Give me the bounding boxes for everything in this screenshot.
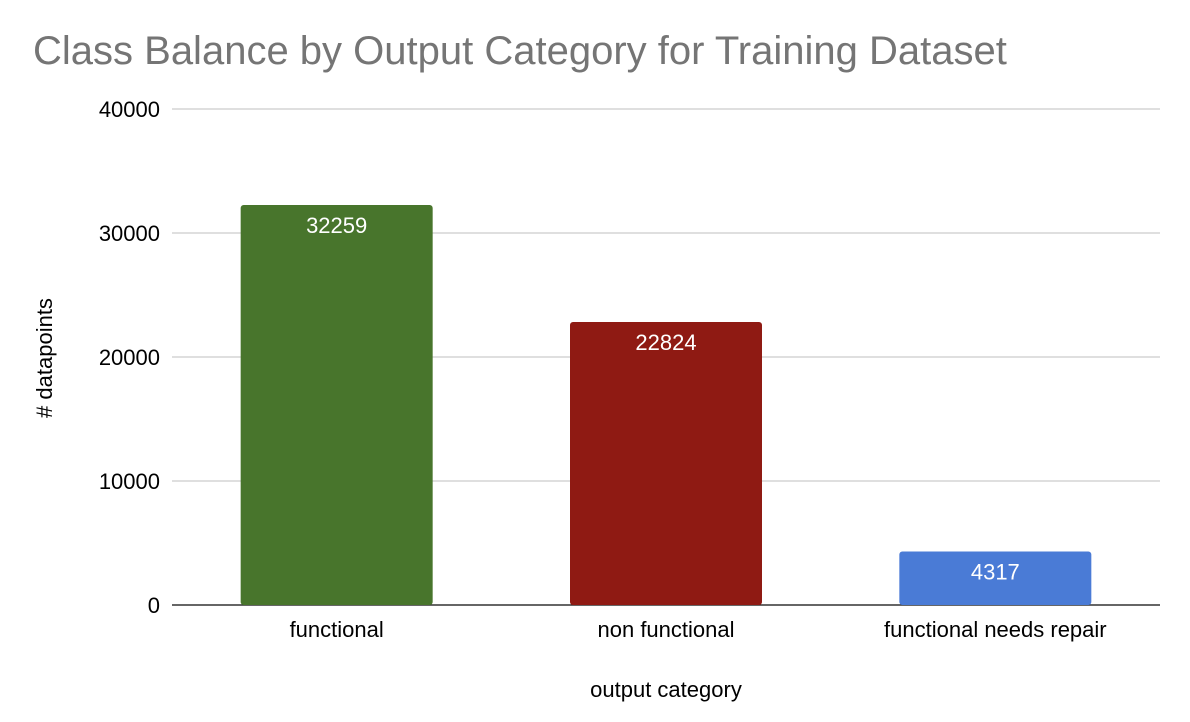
x-axis-title: output category	[590, 677, 742, 702]
x-tick-label: functional	[290, 617, 384, 642]
x-tick-label: functional needs repair	[884, 617, 1107, 642]
bar	[240, 204, 433, 605]
data-label: 32259	[306, 213, 367, 238]
y-tick-label: 40000	[99, 97, 160, 122]
y-tick-label: 20000	[99, 345, 160, 370]
data-label: 4317	[971, 559, 1020, 584]
bars	[240, 204, 1092, 605]
data-label: 22824	[635, 330, 696, 355]
y-axis-ticks: 0 10000 20000 30000 40000	[99, 97, 160, 618]
y-tick-label: 10000	[99, 469, 160, 494]
bar	[899, 551, 1092, 605]
chart-title: Class Balance by Output Category for Tra…	[33, 29, 1007, 73]
x-axis-ticks: functional non functional functional needs…	[290, 617, 1107, 642]
y-tick-label: 30000	[99, 221, 160, 246]
data-labels: 32259 22824 4317	[306, 213, 1020, 584]
bar	[570, 321, 762, 605]
y-tick-label: 0	[148, 593, 160, 618]
x-tick-label: non functional	[598, 617, 735, 642]
y-axis-title: # datapoints	[32, 298, 57, 418]
